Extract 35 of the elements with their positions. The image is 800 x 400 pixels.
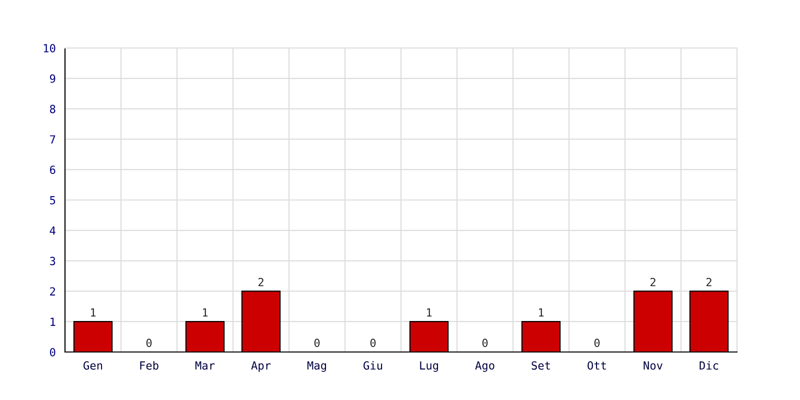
x-tick-label: Ago xyxy=(475,361,494,372)
data-label: 2 xyxy=(650,278,656,286)
data-label: 1 xyxy=(202,308,208,317)
y-tick-label: 3 xyxy=(50,256,56,266)
y-tick-label: 6 xyxy=(50,166,56,174)
y-tick-label: 7 xyxy=(50,135,56,144)
y-tick-label: 1 xyxy=(50,318,56,326)
y-tick-label: 2 xyxy=(50,287,56,296)
y-tick-label: 10 xyxy=(44,44,56,52)
data-label: 0 xyxy=(314,338,320,348)
x-tick-label: Ott xyxy=(588,361,606,370)
x-tick-label: Mar xyxy=(195,361,215,370)
y-tick-label: 9 xyxy=(50,74,56,83)
data-label: 1 xyxy=(426,308,432,317)
data-label: 2 xyxy=(706,278,712,286)
data-label: 0 xyxy=(146,338,152,348)
x-tick-label: Set xyxy=(532,361,550,370)
data-label: 0 xyxy=(370,338,376,348)
data-label: 0 xyxy=(482,338,488,348)
x-tick-label: Gen xyxy=(84,361,102,370)
x-tick-label: Nov xyxy=(644,361,662,370)
x-tick-label: Dic xyxy=(700,361,718,370)
y-tick-label: 0 xyxy=(50,348,56,356)
x-tick-label: Apr xyxy=(251,361,271,372)
y-tick-label: 4 xyxy=(50,226,56,235)
data-label: 1 xyxy=(90,308,96,317)
x-tick-label: Feb xyxy=(140,361,158,370)
y-tick-label: 8 xyxy=(50,104,56,114)
y-tick-label: 5 xyxy=(50,196,56,204)
x-tick-label: Giu xyxy=(364,361,382,370)
x-tick-label: Lug xyxy=(420,361,438,372)
x-tick-label: Mag xyxy=(307,361,326,372)
data-label: 0 xyxy=(594,338,600,348)
data-label: 2 xyxy=(258,278,264,286)
data-label: 1 xyxy=(538,308,544,317)
